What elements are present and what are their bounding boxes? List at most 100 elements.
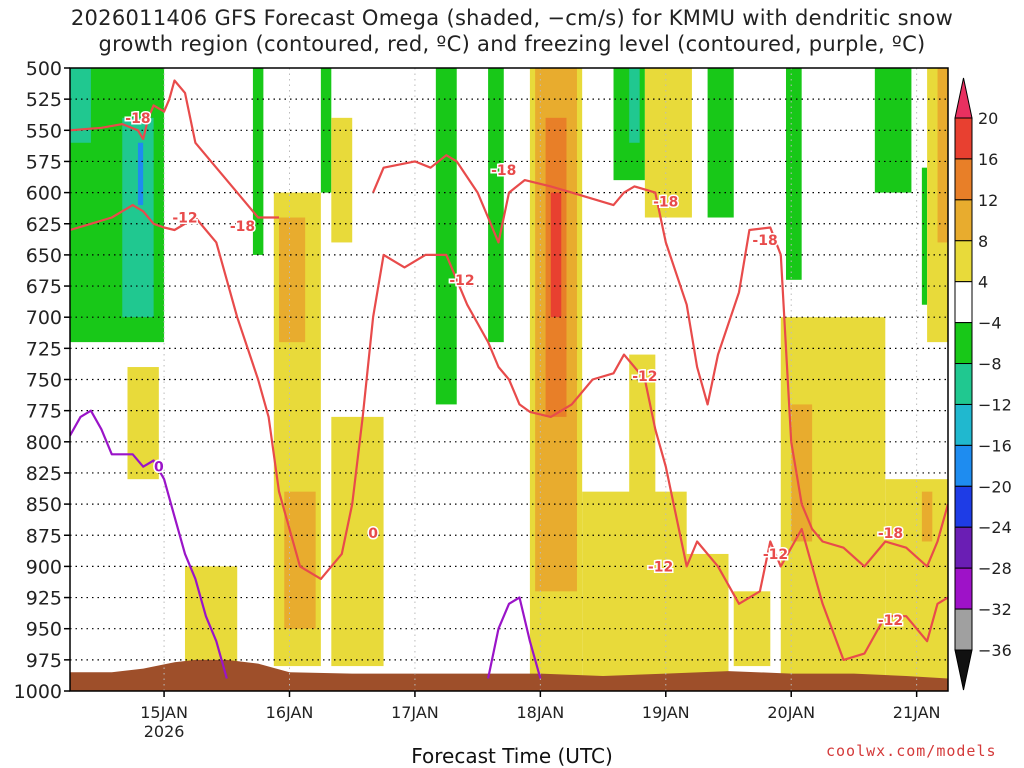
colorbar-segment-13 <box>954 608 973 651</box>
y-tick-label-875: 875 <box>26 525 62 547</box>
y-tick-label-950: 950 <box>26 619 62 641</box>
omega-region-3 <box>137 142 144 206</box>
colorbar-segment-10 <box>954 485 973 528</box>
colorbar-segment-8 <box>954 403 973 446</box>
y-tick-label-575: 575 <box>26 151 62 173</box>
y-tick-label-600: 600 <box>26 183 62 205</box>
colorbar-label-6: −8 <box>978 355 1002 374</box>
y-tick-label-825: 825 <box>26 463 62 485</box>
terrain-layer <box>70 659 948 691</box>
y-tick-label-775: 775 <box>26 401 62 423</box>
contour-label-5: -18 <box>752 233 777 249</box>
colorbar-segment-5 <box>954 281 973 324</box>
contour-label-13: 0 <box>368 526 378 542</box>
x-tick-label-16JAN: 16JAN <box>266 703 314 722</box>
omega-region-36 <box>331 117 353 243</box>
freezing-level-0 <box>70 409 228 679</box>
colorbar-label-4: 4 <box>978 273 988 292</box>
omega-region-5 <box>320 68 332 193</box>
y-tick-label-750: 750 <box>26 370 62 392</box>
colorbar-segment-11 <box>954 526 973 569</box>
y-tick-label-1000: 1000 <box>14 681 62 703</box>
contour-label-11: -12 <box>878 613 903 629</box>
omega-region-32 <box>937 68 948 243</box>
terrain-surface <box>70 659 948 691</box>
y-tick-label-500: 500 <box>26 58 62 80</box>
colorbar-top-arrow <box>954 77 973 119</box>
colorbar-label-12: −32 <box>978 600 1012 619</box>
omega-region-11 <box>785 68 802 280</box>
contour-label-2: -18 <box>230 219 255 235</box>
omega-region-13 <box>874 68 912 193</box>
colorbar-segment-3 <box>954 199 973 242</box>
contour-label-8: -12 <box>648 559 673 575</box>
omega-time-height-chart: -18 -12 -18 -18 -18 -18 -12 -12 -12 -12 -18 -12 0 0 5… <box>14 58 1012 740</box>
omega-region-1 <box>70 68 91 143</box>
omega-region-34 <box>184 566 238 667</box>
colorbar-label-13: −36 <box>978 641 1012 660</box>
omega-region-7 <box>488 68 504 343</box>
y-tick-label-650: 650 <box>26 245 62 267</box>
x-axis-title: Forecast Time (UTC) <box>411 744 613 768</box>
credit-text: coolwx.com/models <box>826 742 997 760</box>
contour-label-7: -12 <box>632 369 657 385</box>
omega-region-21 <box>284 491 316 629</box>
omega-region-24 <box>629 354 656 517</box>
dgz-minus-18-lower <box>800 503 948 568</box>
dgz-minus-12-upper <box>70 204 948 661</box>
colorbar-label-1: 16 <box>978 150 998 169</box>
colorbar-segment-2 <box>954 158 973 201</box>
omega-region-30 <box>921 491 933 542</box>
omega-region-14 <box>921 167 928 305</box>
y-tick-label-800: 800 <box>26 432 62 454</box>
y-tick-label-725: 725 <box>26 338 62 360</box>
contour-label-6: -12 <box>449 273 474 289</box>
contour-label-10: -18 <box>878 526 903 542</box>
colorbar-segment-7 <box>954 363 973 405</box>
colorbar-label-3: 8 <box>978 232 988 251</box>
omega-region-9 <box>629 68 640 143</box>
omega-region-25 <box>681 553 729 679</box>
x-tick-sublabel-2026: 2026 <box>144 722 185 740</box>
colorbar-segment-1 <box>954 117 973 160</box>
x-tick-label-21JAN: 21JAN <box>893 703 941 722</box>
omega-region-18 <box>550 192 562 318</box>
omega-region-23 <box>582 491 687 679</box>
colorbar-label-0: 20 <box>978 109 998 128</box>
colorbar-label-10: −24 <box>978 518 1012 537</box>
contour-label-12: 0 <box>154 460 164 476</box>
y-tick-label-900: 900 <box>26 556 62 578</box>
x-tick-label-17JAN: 17JAN <box>391 703 439 722</box>
x-tick-label-18JAN: 18JAN <box>516 703 564 722</box>
x-tick-label-15JAN: 15JAN <box>140 703 188 722</box>
y-tick-label-700: 700 <box>26 307 62 329</box>
colorbar-label-2: 12 <box>978 191 998 210</box>
colorbar-segment-9 <box>954 444 973 487</box>
colorbar-segment-4 <box>954 240 973 283</box>
dgz-minus-18-upper <box>70 79 279 219</box>
y-tick-label-975: 975 <box>26 650 62 672</box>
contour-label-4: -18 <box>653 194 678 210</box>
freezing-level-0-bump <box>487 596 542 679</box>
y-tick-label-525: 525 <box>26 89 62 111</box>
contour-label-3: -18 <box>491 163 516 179</box>
contour-label-0: -18 <box>125 111 150 127</box>
omega-region-10 <box>707 68 734 218</box>
colorbar-bottom-arrow <box>954 649 973 691</box>
colorbar-segment-12 <box>954 567 973 610</box>
omega-region-6 <box>435 68 457 405</box>
x-tick-label-20JAN: 20JAN <box>767 703 815 722</box>
colorbar: 20 16 12 8 4 −4 −8 −12 −16 −20 −24 −28 −32 −36 <box>954 77 1012 691</box>
colorbar-label-7: −12 <box>978 395 1012 414</box>
y-tick-label-850: 850 <box>26 494 62 516</box>
contour-lines <box>70 79 948 679</box>
dgz-minus-18-mid <box>372 154 803 505</box>
contour-labels: -18 -12 -18 -18 -18 -18 -12 -12 -12 -12 -18 -12 0 0 <box>124 109 905 630</box>
omega-region-29 <box>885 479 948 679</box>
chart-title-line-1: 2026011406 GFS Forecast Omega (shaded, −… <box>70 6 954 30</box>
chart-title-line-2: growth region (contoured, red, ºC) and f… <box>98 32 926 56</box>
colorbar-label-5: −4 <box>978 314 1002 333</box>
colorbar-label-8: −16 <box>978 436 1012 455</box>
y-tick-label-625: 625 <box>26 214 62 236</box>
